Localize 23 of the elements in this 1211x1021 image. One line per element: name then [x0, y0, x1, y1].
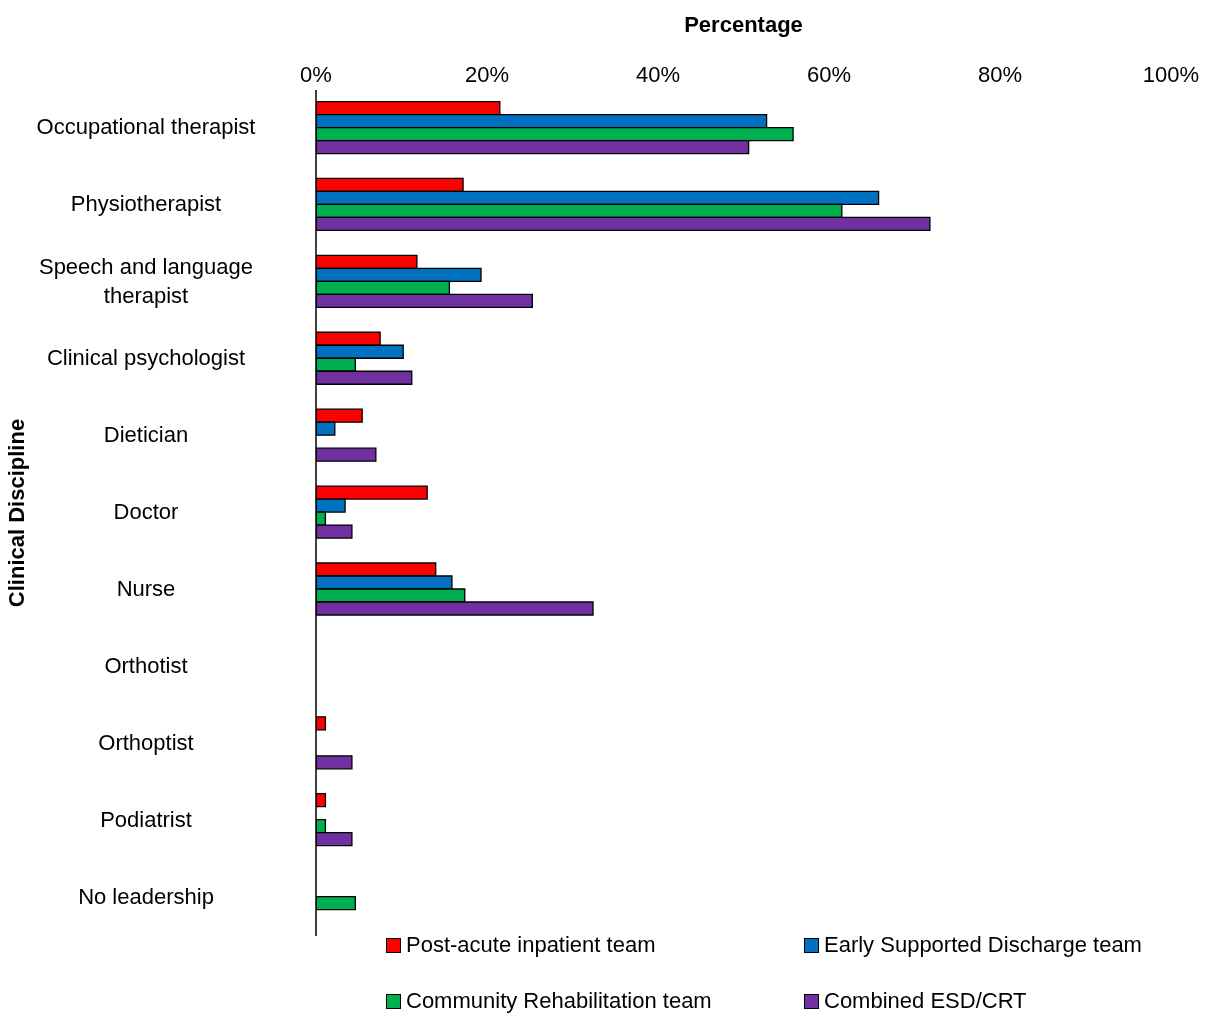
y-tick-label: Nurse [116, 575, 176, 601]
y-tick-label: Occupational therapist [36, 114, 256, 140]
x-tick-label: 100% [1142, 62, 1200, 87]
x-tick-label: 60% [806, 62, 852, 87]
y-tick-label: Dietician [103, 421, 189, 447]
y-tick-label: Physiotherapist [70, 191, 222, 217]
legend-label: Post-acute inpatient team [406, 932, 656, 958]
y-tick-label: Speech and language therapist [38, 253, 254, 308]
legend-label: Combined ESD/CRT [824, 988, 1027, 1014]
y-tick-label: Doctor [113, 498, 179, 524]
x-tick-label: 80% [977, 62, 1023, 87]
legend-label: Early Supported Discharge team [824, 932, 1142, 958]
x-tick-label: 40% [635, 62, 681, 87]
legend-label: Community Rehabilitation team [406, 988, 712, 1014]
y-tick-label: Clinical psychologist [46, 344, 246, 370]
x-tick-label: 0% [300, 62, 332, 87]
y-axis-title: Clinical Discipline [3, 418, 29, 608]
y-tick-label: Podiatrist [100, 806, 192, 832]
x-axis-title: Percentage [684, 11, 803, 37]
y-tick-label: No leadership [78, 883, 214, 909]
y-tick-label: Orthoptist [98, 729, 194, 755]
x-tick-label: 20% [464, 62, 510, 87]
y-tick-label: Orthotist [104, 652, 188, 678]
